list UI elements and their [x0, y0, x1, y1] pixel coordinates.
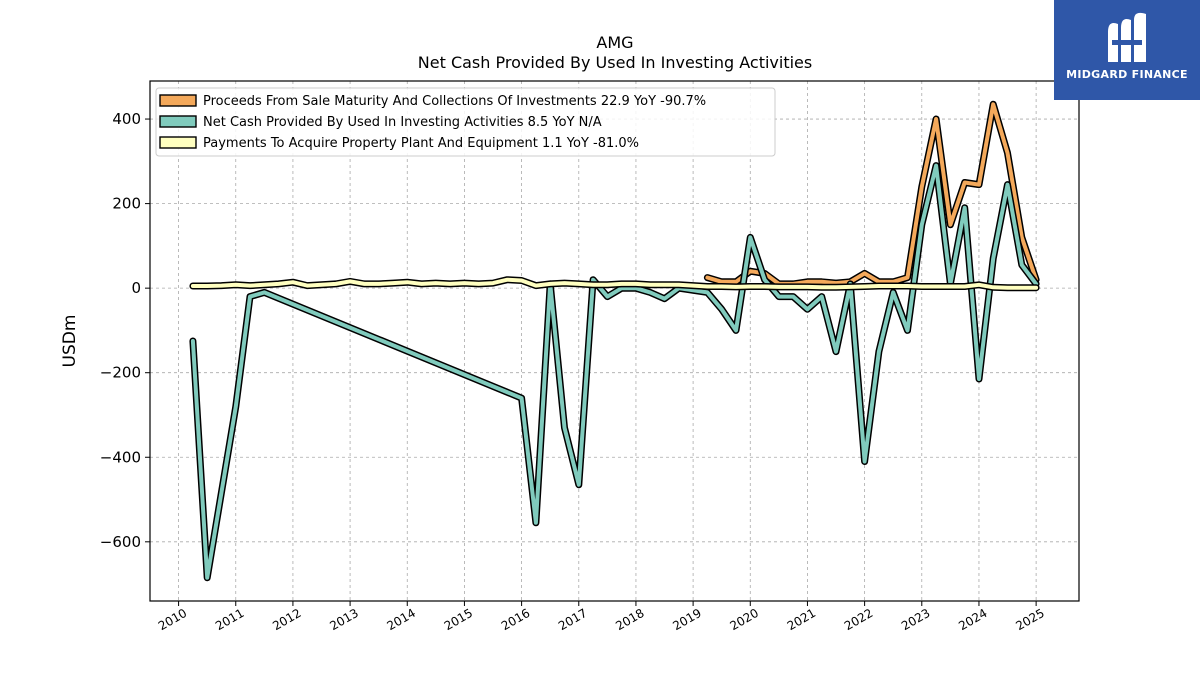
x-tick-label: 2024 — [956, 606, 989, 633]
x-tick-label: 2014 — [385, 606, 418, 633]
x-tick-label: 2019 — [670, 606, 703, 633]
legend-label: Payments To Acquire Property Plant And E… — [203, 136, 639, 151]
y-tick-label: 200 — [112, 195, 141, 213]
plot-frame — [149, 80, 1080, 602]
x-tick-label: 2010 — [156, 606, 189, 633]
legend-swatch — [159, 94, 197, 107]
y-tick-label: −400 — [100, 448, 141, 466]
grid — [150, 81, 1079, 601]
legend-swatch — [159, 136, 197, 149]
chart-title: AMG — [596, 33, 633, 52]
x-tick-label: 2022 — [842, 606, 875, 633]
x-tick-label: 2015 — [442, 606, 475, 633]
x-tick-label: 2013 — [327, 606, 360, 633]
x-tick-label: 2025 — [1013, 606, 1046, 633]
y-tick-label: −600 — [100, 533, 141, 551]
series-line-outline — [189, 162, 1040, 582]
x-tick-label: 2016 — [499, 606, 532, 633]
x-tick-label: 2023 — [899, 606, 932, 633]
x-tick-label: 2021 — [785, 606, 818, 633]
series-2-line — [189, 162, 1040, 582]
midgard-m-logo-icon — [1108, 12, 1146, 62]
series-3-line — [189, 276, 1040, 292]
legend-label: Net Cash Provided By Used In Investing A… — [203, 115, 602, 130]
x-tick-label: 2020 — [728, 606, 761, 633]
midgard-finance-logo: MIDGARD FINANCE — [1054, 0, 1200, 100]
legend-label: Proceeds From Sale Maturity And Collecti… — [203, 94, 706, 109]
series-line-fill — [190, 163, 1039, 580]
y-axis-label: USDm — [60, 315, 80, 368]
chart-subtitle: Net Cash Provided By Used In Investing A… — [418, 53, 812, 72]
y-tick-label: 0 — [131, 279, 141, 297]
series-line-fill — [190, 277, 1039, 290]
x-tick-label: 2012 — [270, 606, 303, 633]
y-tick-label: 400 — [112, 110, 141, 128]
brand-name: MIDGARD FINANCE — [1066, 68, 1188, 81]
x-tick-label: 2011 — [213, 606, 246, 633]
y-tick-label: −200 — [100, 364, 141, 382]
legend: Proceeds From Sale Maturity And Collecti… — [155, 87, 776, 157]
x-tick-label: 2018 — [613, 606, 646, 633]
series-group — [189, 100, 1040, 582]
x-tick-label: 2017 — [556, 606, 589, 633]
legend-box — [155, 87, 776, 157]
legend-swatch — [159, 115, 197, 128]
